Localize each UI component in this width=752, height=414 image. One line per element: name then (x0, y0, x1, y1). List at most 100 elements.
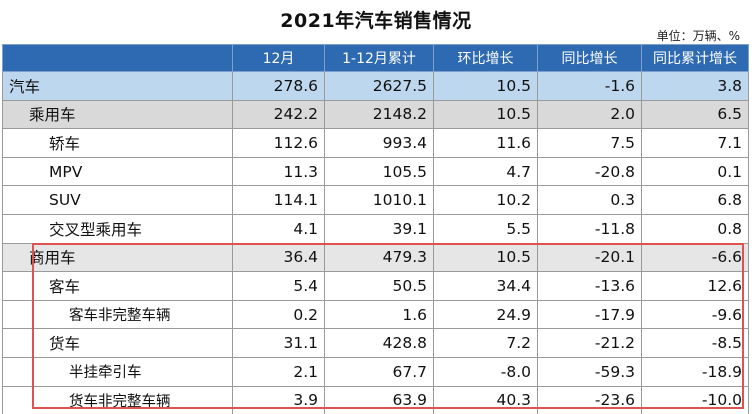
cell-mom: 10.2 (433, 185, 538, 215)
row-label: 交叉型乘用车 (49, 220, 143, 239)
page-title: 2021年汽车销售情况 (280, 10, 472, 32)
cell-name: 乘用车 (2, 99, 233, 130)
cell-mom: 40.3 (433, 385, 538, 414)
column-header-ytd-yoy: 同比累计增长 (641, 44, 749, 72)
cell-yoy: -20.1 (537, 242, 642, 273)
cell-name: SUV (2, 185, 233, 215)
column-header-mom: 环比增长 (433, 44, 538, 72)
cell-ytd-yoy: -10.0 (641, 385, 749, 414)
cell-december: 5.4 (232, 271, 325, 301)
column-header-yoy: 同比增长 (537, 44, 642, 72)
cell-ytd-yoy: 6.8 (641, 185, 749, 215)
cell-mom: 7.2 (433, 328, 538, 358)
cell-ytd: 479.3 (324, 242, 434, 273)
cell-ytd-yoy: 0.8 (641, 213, 749, 244)
row-label: 商用车 (29, 249, 76, 268)
cell-name: 客车 (2, 271, 233, 301)
cell-yoy: -20.8 (537, 156, 642, 187)
cell-ytd-yoy: -6.6 (641, 242, 749, 273)
cell-ytd-yoy: -18.9 (641, 356, 749, 387)
cell-name: 客车非完整车辆 (2, 299, 233, 330)
cell-ytd: 63.9 (324, 385, 434, 414)
table-row: 交叉型乘用车 4.1 39.1 5.5 -11.8 0.8 (2, 213, 749, 244)
cell-yoy: -1.6 (537, 71, 642, 101)
cell-mom: 34.4 (433, 271, 538, 301)
cell-ytd: 67.7 (324, 356, 434, 387)
column-header-ytd: 1-12月累计 (324, 44, 434, 72)
table-row: MPV 11.3 105.5 4.7 -20.8 0.1 (2, 156, 749, 187)
column-header-december: 12月 (232, 44, 325, 72)
cell-name: 交叉型乘用车 (2, 213, 233, 244)
cell-december: 31.1 (232, 328, 325, 358)
row-label: 乘用车 (29, 106, 76, 125)
cell-yoy: -59.3 (537, 356, 642, 387)
cell-ytd-yoy: -8.5 (641, 328, 749, 358)
row-label: MPV (49, 162, 83, 181)
cell-mom: 10.5 (433, 99, 538, 130)
cell-ytd: 993.4 (324, 128, 434, 158)
cell-yoy: 2.0 (537, 99, 642, 130)
row-label: SUV (49, 191, 81, 210)
row-label: 客车 (49, 277, 81, 296)
cell-mom: 11.6 (433, 128, 538, 158)
table-header-row: 12月 1-12月累计 环比增长 同比增长 同比累计增长 (2, 44, 749, 72)
cell-ytd-yoy: 12.6 (641, 271, 749, 301)
cell-december: 3.9 (232, 385, 325, 414)
cell-mom: 24.9 (433, 299, 538, 330)
cell-ytd: 2148.2 (324, 99, 434, 130)
cell-ytd: 2627.5 (324, 71, 434, 101)
cell-yoy: -11.8 (537, 213, 642, 244)
column-header-name (2, 44, 233, 72)
cell-yoy: -23.6 (537, 385, 642, 414)
cell-yoy: -17.9 (537, 299, 642, 330)
cell-december: 114.1 (232, 185, 325, 215)
cell-name: 货车非完整车辆 (2, 385, 233, 414)
cell-yoy: -13.6 (537, 271, 642, 301)
cell-yoy: 7.5 (537, 128, 642, 158)
table-row: 客车 5.4 50.5 34.4 -13.6 12.6 (2, 271, 749, 301)
cell-mom: 10.5 (433, 71, 538, 101)
cell-ytd: 50.5 (324, 271, 434, 301)
cell-december: 0.2 (232, 299, 325, 330)
cell-december: 11.3 (232, 156, 325, 187)
cell-yoy: -21.2 (537, 328, 642, 358)
table-row: 汽车 278.6 2627.5 10.5 -1.6 3.8 (2, 71, 749, 101)
cell-ytd-yoy: 3.8 (641, 71, 749, 101)
cell-ytd-yoy: 6.5 (641, 99, 749, 130)
table-row: 轿车 112.6 993.4 11.6 7.5 7.1 (2, 128, 749, 158)
row-label: 货车非完整车辆 (69, 393, 171, 410)
cell-yoy: 0.3 (537, 185, 642, 215)
row-label: 汽车 (9, 77, 41, 96)
cell-ytd-yoy: -9.6 (641, 299, 749, 330)
table-row: SUV 114.1 1010.1 10.2 0.3 6.8 (2, 185, 749, 215)
row-label: 客车非完整车辆 (69, 308, 171, 325)
cell-mom: -8.0 (433, 356, 538, 387)
cell-mom: 10.5 (433, 242, 538, 273)
cell-name: 汽车 (2, 71, 233, 101)
cell-name: 轿车 (2, 128, 233, 158)
cell-mom: 4.7 (433, 156, 538, 187)
cell-name: 商用车 (2, 242, 233, 273)
table-row: 商用车 36.4 479.3 10.5 -20.1 -6.6 (2, 242, 749, 273)
cell-december: 2.1 (232, 356, 325, 387)
cell-name: 半挂牵引车 (2, 356, 233, 387)
cell-name: MPV (2, 156, 233, 187)
cell-ytd: 428.8 (324, 328, 434, 358)
cell-december: 242.2 (232, 99, 325, 130)
cell-december: 112.6 (232, 128, 325, 158)
cell-ytd: 1.6 (324, 299, 434, 330)
table-row: 客车非完整车辆 0.2 1.6 24.9 -17.9 -9.6 (2, 299, 749, 330)
cell-december: 278.6 (232, 71, 325, 101)
table-row: 货车非完整车辆 3.9 63.9 40.3 -23.6 -10.0 (2, 385, 749, 414)
sales-table: 12月 1-12月累计 环比增长 同比增长 同比累计增长 汽车 278.6 2627… (2, 44, 749, 414)
cell-ytd-yoy: 0.1 (641, 156, 749, 187)
cell-mom: 5.5 (433, 213, 538, 244)
row-label: 半挂牵引车 (69, 365, 142, 382)
cell-december: 4.1 (232, 213, 325, 244)
row-label: 轿车 (49, 134, 81, 153)
cell-ytd: 39.1 (324, 213, 434, 244)
row-label: 货车 (49, 335, 81, 354)
cell-ytd: 105.5 (324, 156, 434, 187)
table-row: 货车 31.1 428.8 7.2 -21.2 -8.5 (2, 328, 749, 358)
cell-ytd-yoy: 7.1 (641, 128, 749, 158)
